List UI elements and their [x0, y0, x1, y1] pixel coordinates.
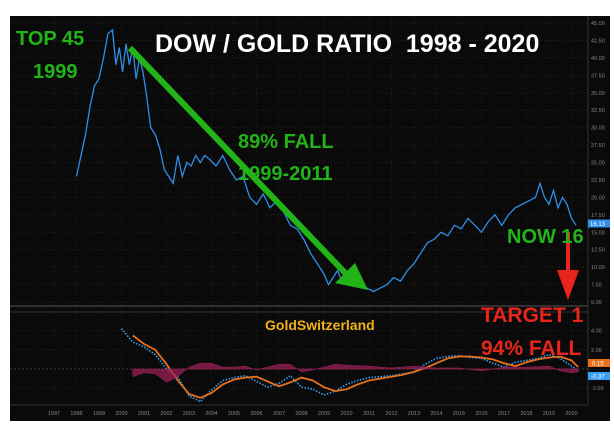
- dow-gold-ratio-line: [75, 28, 577, 293]
- histogram-area: [132, 362, 579, 383]
- y-tick-label: 35.00: [591, 91, 605, 97]
- x-tick-label: 2012: [385, 411, 397, 417]
- target-fall-label: 94% FALL: [481, 337, 582, 360]
- fall-label: 89% FALL: [238, 131, 334, 153]
- y-tick-label: 25.00: [591, 161, 605, 167]
- slow-value-tag-text: 0.15: [592, 362, 604, 368]
- current-value-tag: [588, 219, 610, 228]
- y-tick-label: 15.00: [591, 230, 605, 236]
- chart-title: DOW / GOLD RATIO 1998 - 2020: [155, 30, 539, 58]
- main-panel: [75, 28, 577, 293]
- chart-background: [10, 16, 610, 421]
- indicator-title: GoldSwitzerland: [265, 317, 375, 333]
- x-tick-label: 2009: [318, 411, 330, 417]
- fast-value-tag: [588, 372, 610, 380]
- x-tick-label: 2007: [273, 411, 285, 417]
- x-tick-label: 2003: [183, 411, 195, 417]
- indicator-y-tick-label: -2.00: [591, 386, 604, 392]
- gridlines: [10, 16, 588, 405]
- y-tick-label: 32.50: [591, 108, 605, 114]
- y-tick-label: 37.50: [591, 73, 605, 79]
- x-tick-label: 2006: [250, 411, 262, 417]
- x-tick-label: 2016: [475, 411, 487, 417]
- x-tick-label: 2008: [295, 411, 307, 417]
- x-axis: 1997 1998 1999 2000 2001 2002 2003 2004 2005 2006…: [48, 411, 578, 417]
- slow-value-tag: [588, 359, 610, 367]
- y-tick-label: 17.50: [591, 213, 605, 219]
- x-tick-label: 2017: [498, 411, 510, 417]
- y-tick-label: 10.00: [591, 265, 605, 271]
- top-label: TOP 45: [16, 28, 84, 50]
- fall-trend-arrow-shaft: [127, 45, 353, 281]
- y-tick-label: 40.00: [591, 56, 605, 62]
- indicator-y-tick-label: 4.00: [591, 329, 602, 335]
- fast-indicator-line: [120, 328, 579, 403]
- y-tick-label: 7.50: [591, 283, 602, 289]
- y-tick-label: 45.00: [591, 21, 605, 27]
- slow-indicator-line: [132, 334, 579, 399]
- x-tick-label: 2018: [520, 411, 532, 417]
- x-tick-label: 2011: [363, 411, 375, 417]
- x-tick-label: 1997: [48, 411, 60, 417]
- indicator-y-tick-label: 2.00: [591, 348, 602, 354]
- y-tick-label: 30.00: [591, 126, 605, 132]
- y-tick-label: 27.50: [591, 143, 605, 149]
- x-tick-label: 2000: [115, 411, 127, 417]
- target-arrowhead: [557, 270, 579, 300]
- y-tick-label: 12.50: [591, 248, 605, 254]
- y-tick-label: 22.50: [591, 178, 605, 184]
- x-tick-label: 2019: [543, 411, 555, 417]
- x-tick-label: 2002: [160, 411, 172, 417]
- fast-value-tag-text: -0.37: [591, 375, 605, 381]
- x-tick-label: 2015: [453, 411, 465, 417]
- x-tick-label: 2004: [205, 411, 217, 417]
- x-tick-label: 2001: [138, 411, 150, 417]
- x-tick-label: 1999: [93, 411, 105, 417]
- fall-period-label: 1999-2011: [238, 163, 333, 185]
- now-label: NOW 16: [507, 226, 584, 248]
- x-tick-label: 2014: [430, 411, 442, 417]
- main-y-axis: 45.00 42.50 40.00 37.50 35.00 32.50 30.00 27.50…: [591, 21, 605, 306]
- x-tick-label: 1998: [70, 411, 82, 417]
- fall-trend-arrowhead: [335, 263, 368, 290]
- x-tick-label: 2010: [340, 411, 352, 417]
- x-tick-label: 2013: [408, 411, 420, 417]
- y-tick-label: 5.00: [591, 300, 602, 306]
- x-tick-label: 2005: [228, 411, 240, 417]
- x-tick-label: 2020: [565, 411, 577, 417]
- indicator-panel: [120, 328, 579, 403]
- current-value-tag-text: 16.13: [590, 222, 606, 228]
- target-label: TARGET 1: [481, 304, 584, 327]
- top-year-label: 1999: [33, 61, 78, 83]
- y-tick-label: 20.00: [591, 195, 605, 201]
- y-tick-label: 42.50: [591, 38, 605, 44]
- indicator-y-axis: 4.00 2.00 -2.00: [591, 329, 604, 393]
